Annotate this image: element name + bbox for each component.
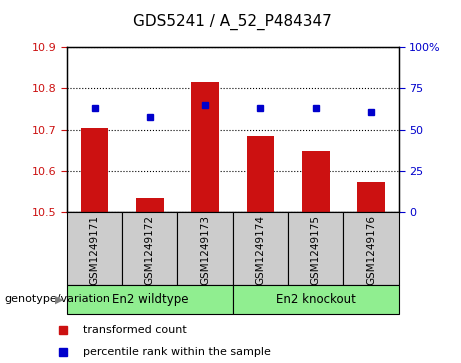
Bar (233, 285, 399, 314)
Text: genotype/variation: genotype/variation (5, 294, 111, 305)
Text: En2 wildtype: En2 wildtype (112, 293, 188, 306)
Text: GSM1249173: GSM1249173 (200, 215, 210, 285)
Bar (136, 198, 164, 212)
Text: GSM1249172: GSM1249172 (145, 215, 155, 285)
Bar (302, 151, 330, 212)
Text: percentile rank within the sample: percentile rank within the sample (83, 347, 271, 357)
Bar (357, 182, 385, 212)
Text: GSM1249175: GSM1249175 (311, 215, 321, 285)
Text: GSM1249176: GSM1249176 (366, 215, 376, 285)
Text: ▶: ▶ (55, 294, 64, 305)
Text: GDS5241 / A_52_P484347: GDS5241 / A_52_P484347 (133, 14, 332, 30)
Bar (67, 212, 122, 285)
Bar (122, 212, 177, 285)
Bar (288, 212, 343, 285)
Bar (191, 82, 219, 212)
Text: GSM1249174: GSM1249174 (255, 215, 266, 285)
Text: GSM1249171: GSM1249171 (89, 215, 100, 285)
Text: transformed count: transformed count (83, 325, 187, 335)
Bar (247, 136, 274, 212)
Bar (67, 285, 233, 314)
Bar (81, 128, 108, 212)
Bar (177, 212, 233, 285)
Text: En2 knockout: En2 knockout (276, 293, 356, 306)
Bar (343, 212, 399, 285)
Bar (233, 212, 288, 285)
